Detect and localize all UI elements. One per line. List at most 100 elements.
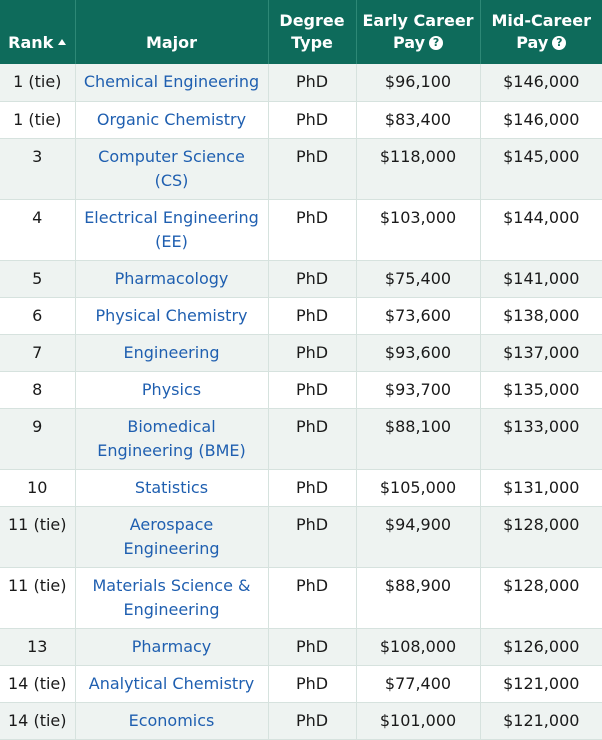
help-icon[interactable]: ? — [429, 35, 444, 50]
mid-header-line2: Pay — [516, 33, 549, 52]
early-career-pay-cell: $118,000 — [356, 138, 481, 200]
rank-cell: 6 — [0, 297, 76, 335]
mid-career-pay-cell: $144,000 — [480, 199, 602, 261]
help-icon[interactable]: ? — [552, 35, 567, 50]
major-cell: Economics — [75, 702, 269, 740]
rank-cell: 7 — [0, 334, 76, 372]
early-header-line1: Early Career — [362, 11, 474, 30]
degree-type-cell: PhD — [268, 567, 357, 629]
rank-cell: 14 (tie) — [0, 665, 76, 703]
mid-career-pay-cell: $137,000 — [480, 334, 602, 372]
rank-cell: 14 (tie) — [0, 702, 76, 740]
rank-cell: 1 (tie) — [0, 101, 76, 139]
mid-career-pay-cell: $141,000 — [480, 260, 602, 298]
early-career-pay-cell: $77,400 — [356, 665, 481, 703]
table-row: 1 (tie) Chemical Engineering PhD $96,100… — [0, 64, 602, 102]
degree-type-cell: PhD — [268, 371, 357, 409]
major-link[interactable]: Electrical Engineering (EE) — [84, 207, 259, 251]
rank-cell: 9 — [0, 408, 76, 470]
table-row: 11 (tie) Aerospace Engineering PhD $94,9… — [0, 506, 602, 568]
table-row: 14 (tie) Analytical Chemistry PhD $77,40… — [0, 665, 602, 703]
mid-career-pay-cell: $138,000 — [480, 297, 602, 335]
rank-cell: 1 (tie) — [0, 64, 76, 102]
early-career-pay-cell: $103,000 — [356, 199, 481, 261]
mid-career-pay-cell: $126,000 — [480, 628, 602, 666]
table-row: 7 Engineering PhD $93,600 $137,000 — [0, 334, 602, 372]
major-link[interactable]: Computer Science (CS) — [98, 146, 245, 190]
major-link[interactable]: Biomedical Engineering (BME) — [97, 416, 246, 460]
table-row: 3 Computer Science (CS) PhD $118,000 $14… — [0, 138, 602, 200]
rank-cell: 11 (tie) — [0, 567, 76, 629]
rank-cell: 11 (tie) — [0, 506, 76, 568]
degree-type-column-header[interactable]: Degree Type — [268, 0, 357, 64]
table-row: 9 Biomedical Engineering (BME) PhD $88,1… — [0, 408, 602, 470]
mid-career-pay-cell: $135,000 — [480, 371, 602, 409]
early-career-pay-cell: $83,400 — [356, 101, 481, 139]
major-cell: Chemical Engineering — [75, 64, 269, 102]
degree-type-cell: PhD — [268, 408, 357, 470]
major-link[interactable]: Physical Chemistry — [95, 305, 248, 325]
major-link[interactable]: Chemical Engineering — [83, 72, 260, 91]
early-career-pay-cell: $93,600 — [356, 334, 481, 372]
early-career-pay-column-header[interactable]: Early Career Pay? — [356, 0, 481, 64]
table-row: 1 (tie) Organic Chemistry PhD $83,400 $1… — [0, 101, 602, 139]
major-cell: Physics — [75, 371, 269, 409]
degree-type-cell: PhD — [268, 199, 357, 261]
early-career-pay-cell: $73,600 — [356, 297, 481, 335]
major-column-header[interactable]: Major — [75, 0, 269, 64]
major-link[interactable]: Pharmacy — [131, 636, 212, 656]
early-career-pay-cell: $108,000 — [356, 628, 481, 666]
major-cell: Organic Chemistry — [75, 101, 269, 139]
major-link[interactable]: Materials Science & Engineering — [92, 575, 251, 619]
table-row: 10 Statistics PhD $105,000 $131,000 — [0, 469, 602, 507]
table-body: 1 (tie) Chemical Engineering PhD $96,100… — [0, 64, 602, 740]
degree-type-cell: PhD — [268, 506, 357, 568]
table-row: 6 Physical Chemistry PhD $73,600 $138,00… — [0, 297, 602, 335]
degree-header-line1: Degree — [279, 11, 345, 30]
early-career-pay-cell: $105,000 — [356, 469, 481, 507]
degree-type-cell: PhD — [268, 334, 357, 372]
major-cell: Statistics — [75, 469, 269, 507]
rank-cell: 5 — [0, 260, 76, 298]
major-link[interactable]: Analytical Chemistry — [88, 673, 255, 693]
mid-career-pay-cell: $146,000 — [480, 64, 602, 102]
rank-column-header[interactable]: Rank — [0, 0, 76, 64]
table-row: 13 Pharmacy PhD $108,000 $126,000 — [0, 628, 602, 666]
major-cell: Analytical Chemistry — [75, 665, 269, 703]
table-row: 5 Pharmacology PhD $75,400 $141,000 — [0, 260, 602, 298]
degree-type-cell: PhD — [268, 101, 357, 139]
major-link[interactable]: Physics — [141, 379, 202, 399]
table-row: 4 Electrical Engineering (EE) PhD $103,0… — [0, 199, 602, 261]
early-career-pay-cell: $96,100 — [356, 64, 481, 102]
mid-career-pay-column-header[interactable]: Mid-Career Pay? — [480, 0, 602, 64]
early-career-pay-cell: $101,000 — [356, 702, 481, 740]
early-career-pay-cell: $75,400 — [356, 260, 481, 298]
early-career-pay-cell: $94,900 — [356, 506, 481, 568]
table-header: Rank Major Degree Type Early Career Pay?… — [0, 0, 602, 64]
major-cell: Materials Science & Engineering — [75, 567, 269, 629]
major-link[interactable]: Organic Chemistry — [96, 109, 247, 129]
mid-career-pay-cell: $131,000 — [480, 469, 602, 507]
major-link[interactable]: Aerospace Engineering — [123, 514, 220, 558]
early-career-pay-cell: $88,900 — [356, 567, 481, 629]
table-row: 11 (tie) Materials Science & Engineering… — [0, 567, 602, 629]
major-cell: Computer Science (CS) — [75, 138, 269, 200]
degree-type-cell: PhD — [268, 138, 357, 200]
major-link[interactable]: Engineering — [123, 342, 220, 362]
mid-career-pay-cell: $128,000 — [480, 506, 602, 568]
major-cell: Aerospace Engineering — [75, 506, 269, 568]
degree-type-cell: PhD — [268, 297, 357, 335]
major-link[interactable]: Statistics — [134, 477, 209, 497]
rank-cell: 10 — [0, 469, 76, 507]
table-row: 8 Physics PhD $93,700 $135,000 — [0, 371, 602, 409]
rank-cell: 3 — [0, 138, 76, 200]
early-header-line2: Pay — [392, 33, 426, 52]
early-career-pay-cell: $88,100 — [356, 408, 481, 470]
major-cell: Pharmacology — [75, 260, 269, 298]
major-cell: Pharmacy — [75, 628, 269, 666]
degree-type-cell: PhD — [268, 64, 357, 102]
mid-career-pay-cell: $133,000 — [480, 408, 602, 470]
major-link[interactable]: Economics — [128, 710, 215, 730]
major-link[interactable]: Pharmacology — [114, 268, 229, 288]
